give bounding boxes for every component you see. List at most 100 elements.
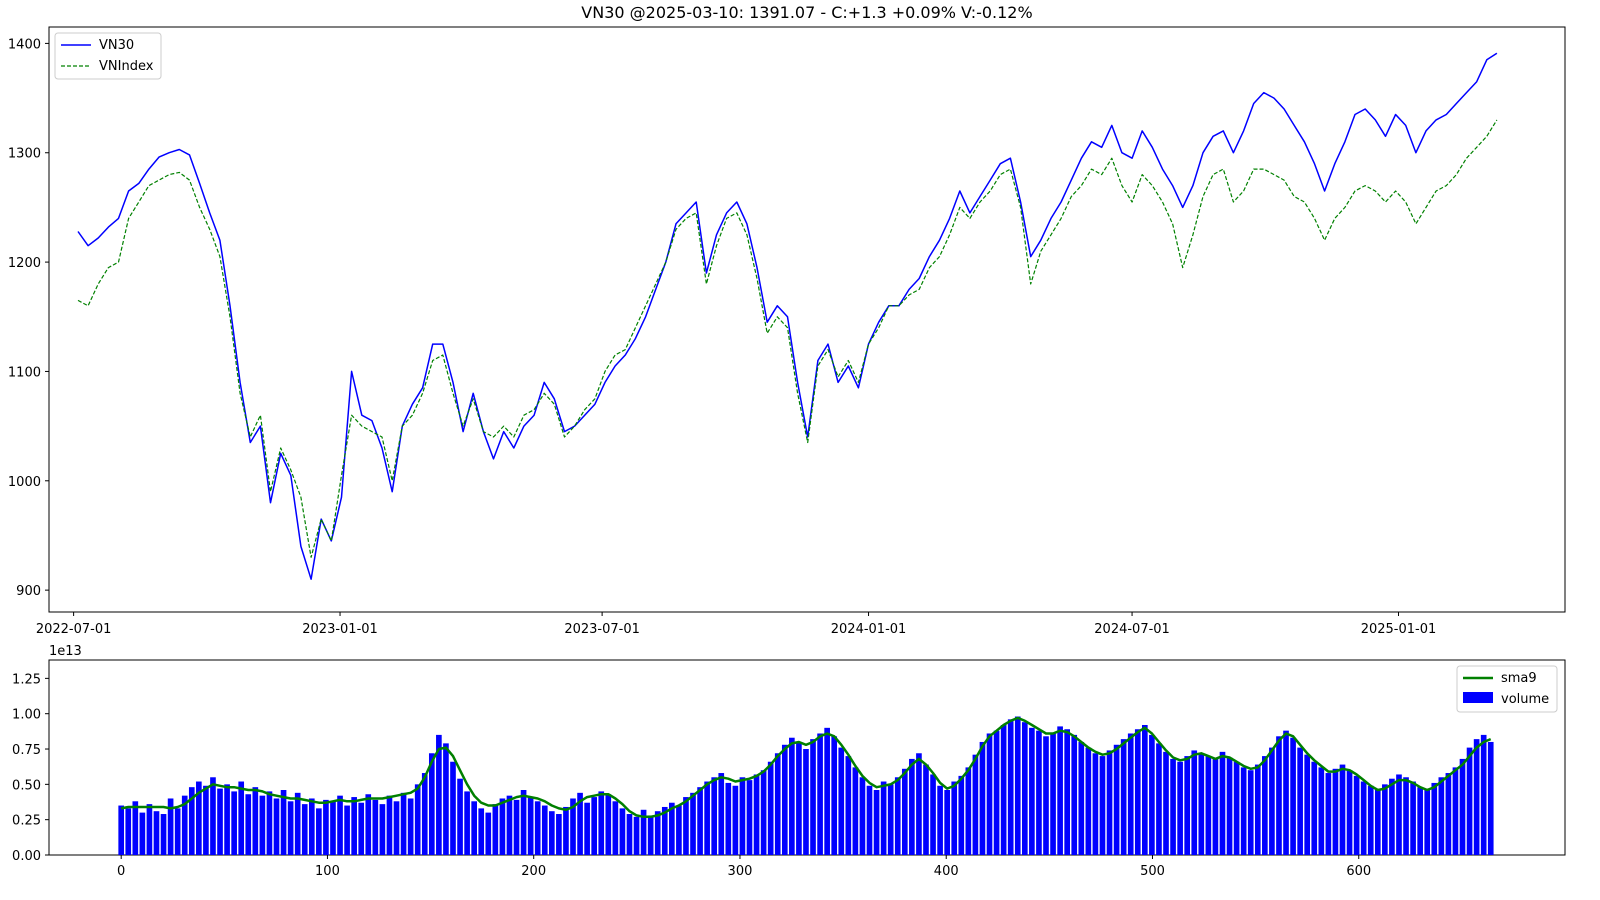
volume-bar <box>1346 770 1353 855</box>
volume-bar <box>1459 758 1466 855</box>
volume-bar <box>958 775 965 855</box>
price-x-ticks: 2022-07-01 2023-01-01 2023-07-01 2024-01-01… <box>36 612 1436 637</box>
volume-bar <box>690 792 696 855</box>
volume-x-tick-label: 600 <box>1346 864 1371 879</box>
volume-bar <box>1382 784 1388 855</box>
volume-bar <box>1452 767 1459 855</box>
volume-bar <box>139 812 146 855</box>
volume-bar <box>1389 778 1395 855</box>
volume-bar <box>132 801 139 855</box>
volume-bar <box>351 797 357 855</box>
price-x-tick-label: 2025-01-01 <box>1361 622 1437 637</box>
price-x-tick-label: 2022-07-01 <box>36 622 112 637</box>
sma9-line <box>120 716 1492 819</box>
volume-bar <box>986 733 993 855</box>
volume-bar <box>450 761 456 855</box>
volume-x-tick-label: 0 <box>117 864 125 879</box>
volume-bar <box>838 747 845 855</box>
volume-bar <box>556 814 562 855</box>
volume-bar <box>1198 753 1205 855</box>
volume-bar <box>704 781 710 855</box>
volume-bar <box>1445 773 1452 855</box>
volume-bar <box>753 774 760 855</box>
volume-bar <box>1021 722 1028 855</box>
volume-bar <box>619 808 626 855</box>
volume-bar <box>1127 733 1134 855</box>
volume-bar <box>1240 767 1247 855</box>
volume-bar <box>167 798 174 855</box>
volume-bar <box>181 795 188 855</box>
volume-bar <box>951 781 958 855</box>
volume-bar <box>774 753 781 855</box>
volume-bar <box>224 784 230 855</box>
volume-bar <box>400 792 407 855</box>
volume-bar <box>1332 768 1339 855</box>
volume-bar <box>1318 767 1325 855</box>
volume-bar <box>577 792 583 855</box>
volume-bar <box>372 799 379 855</box>
volume-bar <box>492 804 499 855</box>
volume-bar <box>534 801 541 855</box>
volume-bar <box>1007 719 1014 855</box>
volume-panel: 1e13 0.00 0.25 0.50 0.75 1.00 1.25 0 100 200 300… <box>12 644 1566 879</box>
vn30-line <box>77 52 1498 580</box>
volume-bar <box>1290 737 1296 855</box>
volume-bar <box>873 790 880 855</box>
volume-bar <box>563 806 569 855</box>
volume-y-tick-label: 0.25 <box>12 814 41 829</box>
volume-bar <box>894 777 901 855</box>
price-y-tick-label: 1000 <box>8 475 41 490</box>
volume-bar <box>436 734 442 855</box>
volume-y-tick-label: 0.00 <box>12 849 41 864</box>
volume-bar <box>301 804 308 855</box>
volume-bar <box>485 812 492 855</box>
price-y-ticks: 900 1000 1100 1200 1300 1400 <box>8 37 49 599</box>
volume-bar <box>1205 756 1212 855</box>
volume-bar <box>1410 781 1416 855</box>
volume-bar <box>633 816 640 855</box>
volume-bar <box>584 802 590 855</box>
volume-bar <box>1339 764 1346 855</box>
volume-bar <box>196 781 202 855</box>
volume-x-ticks: 0 100 200 300 400 500 600 <box>117 855 1371 879</box>
volume-x-tick-label: 400 <box>934 864 959 879</box>
volume-bar <box>252 787 259 855</box>
volume-bar <box>1487 741 1494 855</box>
volume-bar <box>1043 736 1049 855</box>
volume-bar <box>287 801 294 855</box>
volume-bar <box>852 767 859 855</box>
price-x-tick-label: 2023-01-01 <box>302 622 378 637</box>
volume-bar <box>1254 764 1261 855</box>
volume-bar <box>393 801 400 855</box>
volume-bar <box>231 791 237 855</box>
price-y-tick-label: 1200 <box>8 256 41 271</box>
volume-bar <box>1325 773 1332 855</box>
volume-bar <box>1120 739 1127 855</box>
volume-bar <box>739 777 746 855</box>
price-panel: 900 1000 1100 1200 1300 1400 2022-07-01 2023-0… <box>8 26 1566 637</box>
volume-bar <box>520 790 527 855</box>
volume-bar <box>308 798 315 855</box>
volume-bar <box>937 785 943 855</box>
volume-bar <box>1170 758 1176 855</box>
volume-bar <box>591 797 598 855</box>
volume-x-tick-label: 100 <box>315 864 340 879</box>
volume-bar <box>612 801 619 855</box>
volume-bar <box>1276 736 1282 855</box>
volume-bar <box>979 741 986 855</box>
volume-bar <box>697 787 703 855</box>
volume-bar <box>767 761 774 855</box>
volume-bar <box>669 802 675 855</box>
volume-bar <box>259 795 266 855</box>
volume-y-tick-label: 0.75 <box>12 743 41 758</box>
volume-bar <box>1367 785 1374 855</box>
volume-bar <box>725 782 732 855</box>
volume-bar <box>1149 734 1155 855</box>
volume-bar <box>1029 727 1035 855</box>
volume-bar <box>330 801 336 855</box>
volume-bar <box>316 808 322 855</box>
volume-bar <box>640 809 647 855</box>
price-x-tick-label: 2024-01-01 <box>831 622 907 637</box>
volume-bar <box>188 787 195 855</box>
volume-bar <box>421 773 428 855</box>
